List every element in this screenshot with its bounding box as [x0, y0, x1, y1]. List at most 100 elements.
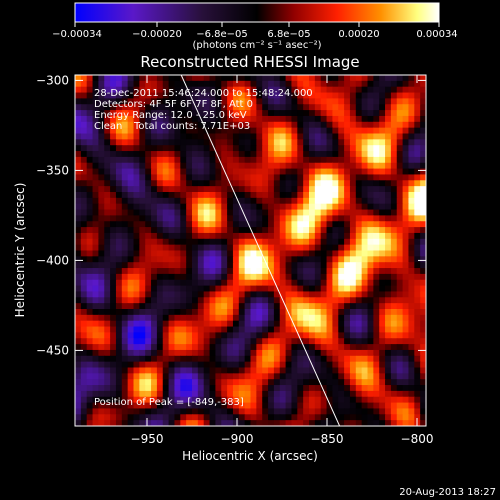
heatmap-cell — [121, 414, 129, 421]
heatmap-cell — [221, 355, 228, 363]
heatmap-cell — [80, 355, 88, 363]
heatmap-cell — [373, 127, 380, 135]
heatmap-cell — [256, 379, 263, 386]
heatmap-cell — [344, 244, 351, 252]
heatmap-cell — [151, 250, 158, 257]
heatmap-cell — [297, 110, 304, 117]
heatmap-cell — [291, 238, 298, 246]
heatmap-cell — [110, 133, 117, 140]
heatmap-cell — [139, 139, 146, 146]
heatmap-cell — [326, 349, 333, 357]
heatmap-cell — [80, 396, 88, 404]
heatmap-cell — [244, 232, 252, 240]
heatmap-cell — [75, 80, 82, 88]
heatmap-cell — [279, 156, 287, 164]
heatmap-cell — [373, 367, 380, 374]
colorbar-ticks: −0.00034 −0.00020 −6.8e−05 6.8e−05 0.00020 0.… — [52, 22, 458, 40]
heatmap-cell — [379, 92, 386, 99]
heatmap-cell — [180, 355, 187, 363]
heatmap-cell — [262, 104, 269, 111]
heatmap-cell — [244, 151, 252, 158]
heatmap-cell — [215, 168, 222, 176]
heatmap-cell — [186, 355, 193, 363]
heatmap-cell — [186, 151, 193, 158]
heatmap-cell — [396, 209, 404, 216]
heatmap-cell — [156, 139, 164, 146]
heatmap-cell — [361, 344, 369, 351]
heatmap-cell — [291, 221, 298, 228]
heatmap-cell — [168, 250, 176, 257]
heatmap-cell — [75, 232, 82, 240]
heatmap-cell — [390, 104, 398, 111]
heatmap-cell — [367, 80, 374, 88]
heatmap-cell — [145, 186, 152, 193]
heatmap-cell — [262, 192, 269, 199]
heatmap-cell — [297, 349, 304, 357]
heatmap-cell — [227, 174, 234, 181]
heatmap-cell — [186, 268, 193, 275]
heatmap-cell — [180, 75, 187, 82]
heatmap-cell — [355, 326, 363, 333]
heatmap-cell — [180, 156, 187, 164]
heatmap-cell — [186, 98, 193, 105]
heatmap-cell — [390, 338, 398, 345]
heatmap-cell — [385, 309, 392, 316]
heatmap-cell — [414, 192, 421, 199]
heatmap-cell — [361, 86, 369, 94]
heatmap-cell — [385, 396, 392, 404]
heatmap-cell — [186, 396, 193, 404]
heatmap-cell — [367, 361, 374, 369]
heatmap-cell — [420, 180, 426, 187]
heatmap-cell — [244, 338, 252, 345]
heatmap-cell — [349, 279, 357, 287]
heatmap-cell — [326, 291, 333, 298]
heatmap-cell — [168, 75, 176, 82]
heatmap-cell — [110, 75, 117, 82]
heatmap-cell — [121, 221, 129, 228]
heatmap-cell — [121, 309, 129, 316]
heatmap-cell — [227, 349, 234, 357]
heatmap-cell — [139, 349, 146, 357]
heatmap-cell — [162, 414, 170, 421]
heatmap-cell — [338, 115, 345, 123]
heatmap-cell — [414, 244, 421, 252]
heatmap-cell — [408, 332, 415, 339]
heatmap-cell — [244, 168, 252, 176]
heatmap-cell — [355, 232, 363, 240]
heatmap-cell — [349, 244, 357, 252]
heatmap-cell — [390, 390, 398, 398]
heatmap-cell — [314, 314, 322, 322]
heatmap-cell — [192, 215, 199, 222]
heatmap-cell — [373, 414, 380, 421]
heatmap-cell — [250, 344, 257, 351]
heatmap-cell — [303, 385, 310, 392]
heatmap-cell — [168, 420, 176, 426]
heatmap-cell — [203, 338, 211, 345]
heatmap-cell — [203, 373, 211, 380]
heatmap-cell — [145, 104, 152, 111]
heatmap-cell — [373, 385, 380, 392]
heatmap-cell — [121, 373, 129, 380]
heatmap-cell — [156, 215, 164, 222]
heatmap-cell — [186, 139, 193, 146]
heatmap-cell — [110, 250, 117, 257]
heatmap-cell — [373, 209, 380, 216]
heatmap-cell — [75, 221, 82, 228]
heatmap-cell — [127, 268, 135, 275]
heatmap-cell — [385, 133, 392, 140]
heatmap-cell — [420, 162, 426, 170]
heatmap-cell — [203, 215, 211, 222]
heatmap-cell — [420, 168, 426, 176]
heatmap-cell — [121, 344, 129, 351]
heatmap-cell — [256, 227, 263, 234]
heatmap-cell — [75, 379, 82, 386]
heatmap-cell — [238, 98, 246, 105]
heatmap-cell — [303, 332, 310, 339]
heatmap-cell — [303, 396, 310, 404]
heatmap-cell — [361, 338, 369, 345]
heatmap-cell — [396, 379, 404, 386]
heatmap-cell — [227, 221, 234, 228]
heatmap-cell — [309, 355, 316, 363]
heatmap-cell — [86, 326, 94, 333]
heatmap-cell — [414, 396, 421, 404]
